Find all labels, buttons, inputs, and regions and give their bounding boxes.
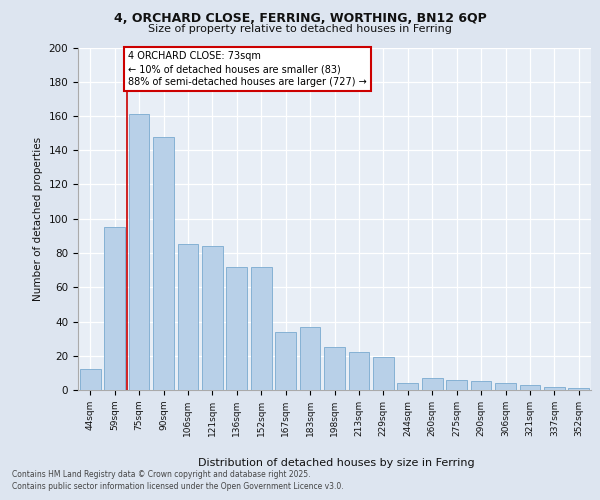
Bar: [495, 383, 516, 390]
Text: Distribution of detached houses by size in Ferring: Distribution of detached houses by size …: [197, 458, 475, 468]
Bar: [104, 228, 125, 390]
Bar: [349, 352, 370, 390]
Bar: [275, 332, 296, 390]
Bar: [470, 382, 491, 390]
Bar: [80, 370, 101, 390]
Text: 4 ORCHARD CLOSE: 73sqm
← 10% of detached houses are smaller (83)
88% of semi-det: 4 ORCHARD CLOSE: 73sqm ← 10% of detached…: [128, 51, 367, 88]
Bar: [520, 385, 541, 390]
Bar: [373, 358, 394, 390]
Text: Contains HM Land Registry data © Crown copyright and database right 2025.: Contains HM Land Registry data © Crown c…: [12, 470, 311, 479]
Bar: [544, 386, 565, 390]
Bar: [202, 246, 223, 390]
Bar: [178, 244, 199, 390]
Bar: [446, 380, 467, 390]
Bar: [251, 266, 272, 390]
Y-axis label: Number of detached properties: Number of detached properties: [33, 136, 43, 301]
Bar: [568, 388, 589, 390]
Bar: [128, 114, 149, 390]
Bar: [422, 378, 443, 390]
Bar: [226, 266, 247, 390]
Bar: [153, 136, 174, 390]
Bar: [299, 326, 320, 390]
Text: Contains public sector information licensed under the Open Government Licence v3: Contains public sector information licen…: [12, 482, 344, 491]
Text: 4, ORCHARD CLOSE, FERRING, WORTHING, BN12 6QP: 4, ORCHARD CLOSE, FERRING, WORTHING, BN1…: [113, 12, 487, 25]
Text: Size of property relative to detached houses in Ferring: Size of property relative to detached ho…: [148, 24, 452, 34]
Bar: [397, 383, 418, 390]
Bar: [324, 347, 345, 390]
